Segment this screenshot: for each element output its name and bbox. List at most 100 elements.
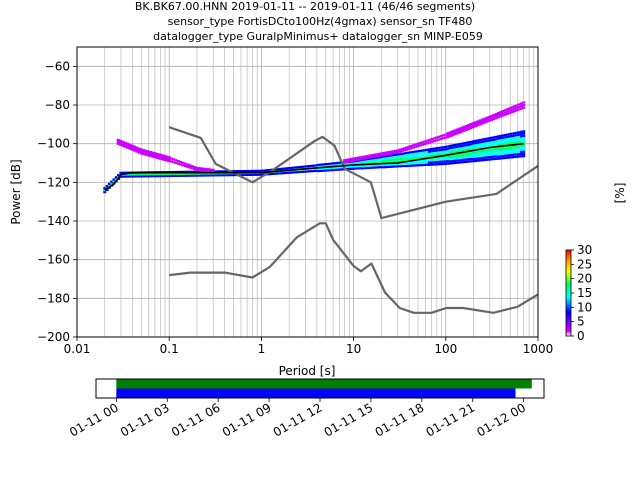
density-cell (443, 148, 447, 151)
density-cell (513, 155, 517, 159)
density-cell (110, 182, 114, 185)
density-cell (503, 154, 507, 157)
density-cell (499, 155, 503, 158)
density-cell (264, 169, 268, 172)
density-cell (506, 149, 510, 152)
density-cell (183, 164, 187, 168)
density-cell (400, 165, 404, 168)
density-cell (331, 162, 335, 165)
density-cell (416, 157, 420, 160)
density-cell (280, 172, 284, 175)
density-cell (519, 144, 523, 147)
noise-model-low-line (169, 222, 538, 314)
density-cell (195, 172, 199, 175)
density-cell (420, 149, 424, 152)
density-cell (347, 165, 351, 168)
density-cell (209, 168, 213, 171)
chart-title-line2: sensor_type FortisDCto100Hz(4gmax) senso… (168, 15, 473, 28)
density-cell (338, 168, 342, 171)
density-cell (181, 164, 185, 167)
density-cell (356, 159, 360, 162)
density-cell (506, 147, 510, 150)
density-cell (163, 154, 167, 158)
density-cell (501, 134, 505, 137)
density-cell (510, 153, 514, 157)
density-cell (476, 150, 480, 153)
density-cell (457, 143, 461, 146)
density-cell (372, 157, 376, 160)
density-cell (434, 160, 438, 164)
density-cell (430, 152, 434, 155)
density-cell (149, 152, 153, 156)
density-cell (499, 152, 503, 156)
density-cell (519, 102, 523, 105)
density-cell (137, 173, 141, 176)
density-cell (379, 152, 383, 155)
density-cell (464, 155, 468, 159)
density-cell (183, 162, 187, 165)
density-cell (425, 161, 429, 164)
density-cell (494, 143, 498, 146)
density-cell (132, 149, 136, 152)
density-cell (388, 163, 392, 166)
density-cell (441, 146, 445, 149)
density-cell (441, 158, 445, 161)
density-cell (480, 120, 484, 123)
density-cell (183, 174, 187, 177)
density-cell (453, 131, 457, 134)
density-cell (515, 109, 519, 112)
density-cell (439, 151, 443, 154)
density-cell (139, 150, 143, 153)
density-cell (146, 150, 150, 153)
density-cell (420, 163, 424, 167)
density-cell (457, 161, 461, 164)
density-cell (199, 174, 203, 177)
density-cell (519, 132, 523, 136)
density-cell (430, 147, 434, 151)
density-cell (308, 170, 312, 173)
density-cell (485, 156, 489, 159)
density-cell (347, 158, 351, 161)
density-cell (351, 167, 355, 170)
density-cell (324, 163, 328, 166)
density-cell (358, 164, 362, 167)
density-cell (476, 124, 480, 127)
density-cell (522, 132, 526, 135)
density-cell (441, 150, 445, 154)
density-cell (515, 148, 519, 151)
density-cell (501, 152, 505, 155)
density-cell (310, 170, 314, 173)
density-cell (344, 165, 348, 168)
density-cell (489, 158, 493, 161)
density-cell (457, 149, 461, 153)
colorbar-gradient (565, 249, 572, 337)
density-cell (501, 148, 505, 151)
density-cell (522, 141, 526, 144)
density-cell (377, 156, 381, 159)
density-cell (110, 180, 114, 183)
density-cell (501, 154, 505, 158)
density-cell (510, 108, 514, 111)
density-cell (326, 167, 330, 170)
density-cell (519, 135, 523, 138)
density-cell (407, 145, 411, 148)
density-cell (340, 166, 344, 169)
density-cell (149, 173, 153, 176)
density-cell (418, 152, 422, 155)
density-cell (174, 174, 178, 177)
density-cell (379, 161, 383, 164)
density-cell (496, 111, 500, 115)
density-cell (434, 147, 438, 150)
density-cell (464, 160, 468, 163)
density-cell (503, 152, 507, 155)
density-cell (515, 131, 519, 134)
density-cell (499, 113, 503, 116)
density-cell (414, 145, 418, 148)
density-cell (409, 157, 413, 161)
density-cell (469, 140, 473, 144)
density-cell (469, 160, 473, 163)
colorbar-tick-label: 15 (577, 286, 592, 300)
density-cell (480, 152, 484, 155)
density-cell (181, 172, 185, 175)
density-cell (298, 165, 302, 169)
